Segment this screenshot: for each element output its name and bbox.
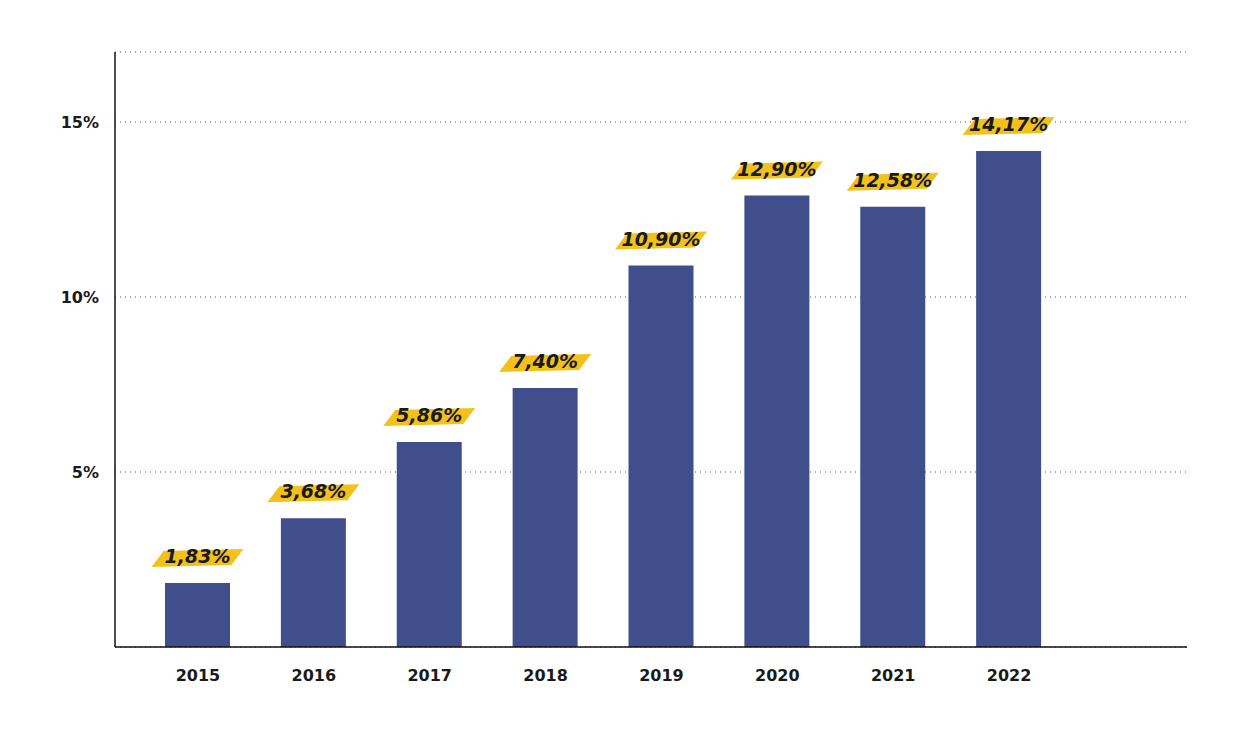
svg-text:12,58%: 12,58% bbox=[853, 169, 932, 191]
svg-text:3,68%: 3,68% bbox=[280, 480, 346, 502]
svg-text:2016: 2016 bbox=[292, 666, 337, 685]
svg-text:2021: 2021 bbox=[871, 666, 916, 685]
svg-text:2022: 2022 bbox=[987, 666, 1032, 685]
svg-text:10,90%: 10,90% bbox=[621, 228, 700, 250]
svg-text:5%: 5% bbox=[72, 463, 99, 482]
svg-text:10%: 10% bbox=[61, 288, 99, 307]
svg-text:14,17%: 14,17% bbox=[969, 113, 1048, 135]
svg-text:2017: 2017 bbox=[407, 666, 452, 685]
svg-text:15%: 15% bbox=[61, 113, 99, 132]
svg-text:1,83%: 1,83% bbox=[165, 545, 231, 567]
svg-text:2020: 2020 bbox=[755, 666, 800, 685]
svg-text:2019: 2019 bbox=[639, 666, 684, 685]
svg-text:12,90%: 12,90% bbox=[737, 158, 816, 180]
svg-text:5,86%: 5,86% bbox=[396, 404, 462, 426]
svg-text:2018: 2018 bbox=[523, 666, 568, 685]
svg-text:2015: 2015 bbox=[176, 666, 221, 685]
svg-text:7,40%: 7,40% bbox=[512, 350, 578, 372]
